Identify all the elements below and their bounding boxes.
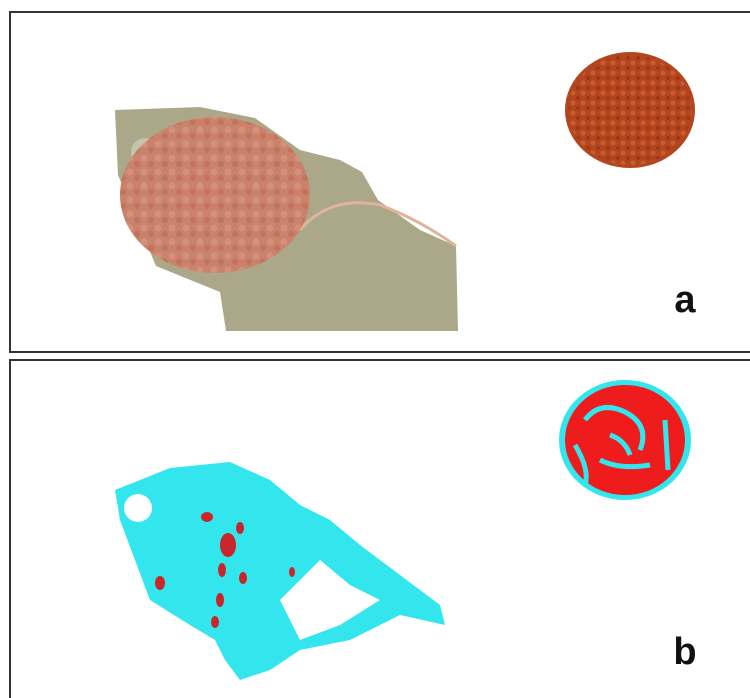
red-regions — [155, 512, 295, 628]
cell-texture — [572, 405, 671, 486]
cell-cluster-texture — [120, 117, 310, 273]
panel-b: b — [9, 359, 750, 698]
gap — [124, 494, 152, 522]
tissue-fold — [298, 201, 457, 248]
panel-a: a — [9, 11, 750, 353]
segmented-tissue — [115, 462, 445, 680]
panel-label: b — [673, 631, 696, 673]
cell-texture — [568, 55, 692, 165]
panel-label: a — [674, 279, 696, 321]
gap — [280, 560, 380, 640]
